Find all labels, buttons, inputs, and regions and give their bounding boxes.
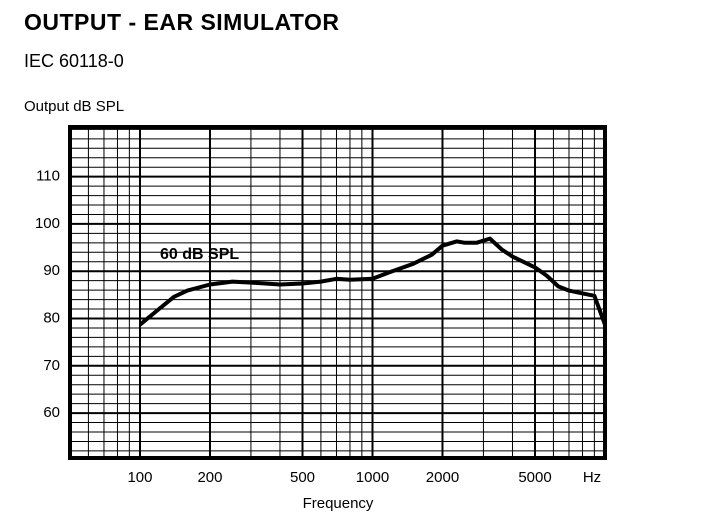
x-tick-label: 5000	[518, 469, 551, 486]
x-axis-unit: Hz	[583, 469, 601, 486]
y-tick-label: 90	[43, 262, 60, 279]
y-tick-label: 80	[43, 309, 60, 326]
annotation: 60 dB SPL	[160, 246, 239, 263]
x-tick-label: 500	[290, 469, 315, 486]
x-axis-label: Frequency	[303, 495, 374, 512]
y-tick-label: 110	[36, 168, 60, 185]
plot-frame	[68, 125, 607, 460]
chart-title: OUTPUT - EAR SIMULATOR	[24, 9, 340, 35]
y-tick-label: 100	[35, 215, 60, 232]
y-tick-label: 70	[43, 357, 60, 374]
y-axis-label: Output dB SPL	[24, 98, 124, 115]
x-tick-label: 200	[197, 469, 222, 486]
chart-subtitle: IEC 60118-0	[24, 51, 124, 71]
data-line	[138, 236, 607, 327]
x-tick-label: 100	[127, 469, 152, 486]
x-tick-label: 2000	[426, 469, 459, 486]
x-tick-label: 1000	[356, 469, 389, 486]
y-tick-label: 60	[43, 404, 60, 421]
